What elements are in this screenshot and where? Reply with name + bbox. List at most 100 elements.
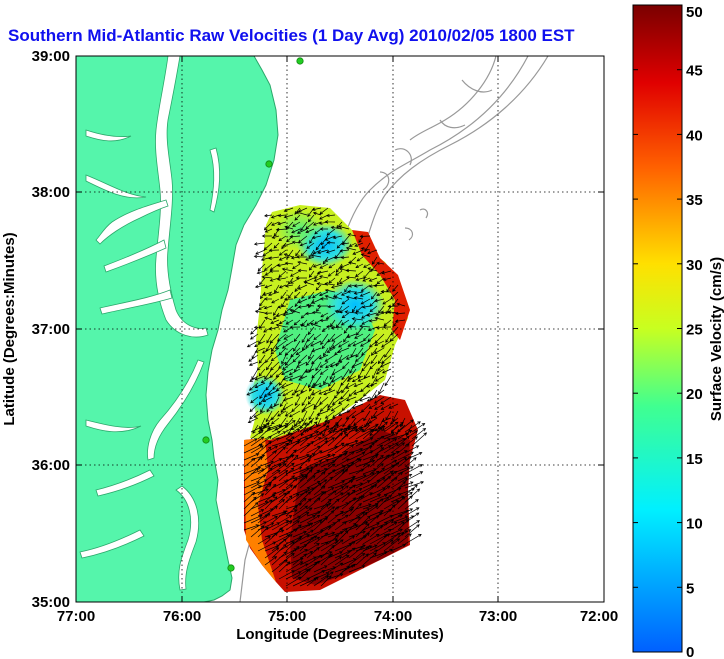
velocity-arrow — [319, 297, 329, 301]
velocity-arrow — [366, 396, 378, 402]
velocity-arrow — [330, 225, 343, 230]
velocity-arrow — [264, 492, 277, 503]
velocity-arrow — [394, 311, 406, 316]
velocity-arrow — [342, 361, 350, 370]
velocity-arrow — [313, 525, 332, 538]
velocity-arrow — [368, 319, 378, 323]
velocity-arrow — [302, 403, 315, 411]
velocity-arrow — [320, 312, 329, 318]
velocity-arrow — [320, 571, 334, 580]
colorbar-ticks: 0 5 10 15 20 25 30 35 40 45 50 — [633, 4, 703, 659]
station-marker — [227, 564, 235, 572]
velocity-arrow — [288, 368, 301, 376]
velocity-arrow — [345, 382, 357, 389]
velocity-arrow — [271, 492, 287, 503]
velocity-arrow — [285, 428, 301, 440]
velocity-arrow — [361, 319, 371, 325]
x-axis-label: Longitude (Degrees:Minutes) — [236, 626, 444, 643]
velocity-arrow — [383, 532, 401, 545]
velocity-arrow — [404, 524, 420, 538]
velocity-arrow — [376, 454, 390, 468]
velocity-arrow — [324, 294, 336, 300]
velocity-arrow — [278, 475, 295, 489]
velocity-arrow — [313, 532, 329, 545]
velocity-arrow — [285, 515, 301, 524]
field-southern-dark — [290, 430, 410, 585]
velocity-arrow — [374, 316, 385, 321]
velocity-arrow — [308, 270, 315, 278]
velocity-arrow — [390, 543, 407, 552]
velocity-arrow — [318, 291, 329, 297]
velocity-arrow — [292, 354, 301, 363]
y-tick-label: 37:00 — [32, 321, 70, 338]
velocity-arrow — [254, 309, 266, 314]
velocity-arrow — [299, 507, 313, 517]
velocity-arrow — [320, 453, 336, 461]
velocity-arrow — [293, 340, 301, 352]
velocity-arrow — [331, 333, 343, 342]
velocity-arrow — [327, 432, 343, 447]
velocity-arrow — [319, 263, 329, 269]
velocity-arrow — [313, 491, 327, 503]
velocity-arrow — [313, 502, 332, 510]
velocity-arrow — [278, 319, 287, 325]
velocity-arrow — [257, 526, 269, 538]
chart-title: Southern Mid-Atlantic Raw Velocities (1 … — [8, 26, 575, 45]
velocity-arrow — [264, 476, 277, 489]
velocity-arrow — [370, 410, 378, 420]
velocity-arrow — [243, 496, 257, 510]
velocity-arrow — [390, 480, 406, 496]
velocity-arrow — [397, 419, 414, 433]
velocity-arrow — [348, 546, 364, 559]
velocity-arrow — [318, 354, 329, 360]
velocity-arrow — [254, 347, 266, 353]
velocity-arrow — [265, 382, 273, 391]
velocity-arrow — [376, 261, 385, 266]
colorbar-tick-label: 5 — [686, 580, 694, 597]
velocity-arrow — [301, 410, 308, 423]
velocity-arrow — [363, 270, 371, 279]
velocity-arrow — [277, 410, 287, 417]
velocity-arrow — [327, 510, 344, 524]
grid-lines — [76, 56, 604, 602]
velocity-arrow — [383, 459, 398, 468]
velocity-arrow — [334, 485, 349, 496]
velocity-arrow — [327, 556, 343, 566]
velocity-arrow — [321, 340, 329, 350]
velocity-arrow — [293, 333, 301, 343]
velocity-arrow — [353, 291, 364, 295]
velocity-arrow — [344, 310, 357, 314]
velocity-arrow — [278, 570, 295, 580]
velocity-arrow — [380, 396, 392, 405]
colorbar-tick-label: 45 — [686, 63, 703, 80]
velocity-arrow — [376, 529, 392, 538]
velocity-arrow — [368, 403, 378, 409]
velocity-arrow — [346, 333, 357, 339]
velocity-arrow — [320, 544, 335, 559]
velocity-arrow — [278, 561, 291, 573]
velocity-arrow — [271, 538, 287, 552]
velocity-arrow — [327, 551, 343, 559]
velocity-arrow — [384, 347, 392, 358]
velocity-arrow — [278, 256, 287, 261]
velocity-arrow — [341, 476, 356, 489]
velocity-arrow — [287, 277, 294, 285]
velocity-arrow — [331, 368, 343, 376]
velocity-arrow — [341, 426, 357, 440]
velocity-arrow — [374, 298, 385, 303]
velocity-arrow — [369, 525, 384, 538]
velocity-arrow — [288, 410, 301, 418]
colorbar-tick-label: 0 — [686, 644, 694, 659]
velocity-arrow — [341, 382, 350, 394]
velocity-arrow — [389, 417, 399, 425]
velocity-arrow — [299, 466, 314, 475]
velocity-arrow — [278, 361, 287, 369]
velocity-arrow — [312, 249, 322, 255]
velocity-arrow — [326, 228, 336, 236]
velocity-arrow — [327, 421, 339, 433]
velocity-arrow — [329, 361, 343, 368]
velocity-arrow — [299, 434, 313, 447]
velocity-arrow — [292, 549, 308, 559]
velocity-arrow — [348, 511, 366, 524]
velocity-arrow — [271, 446, 286, 461]
